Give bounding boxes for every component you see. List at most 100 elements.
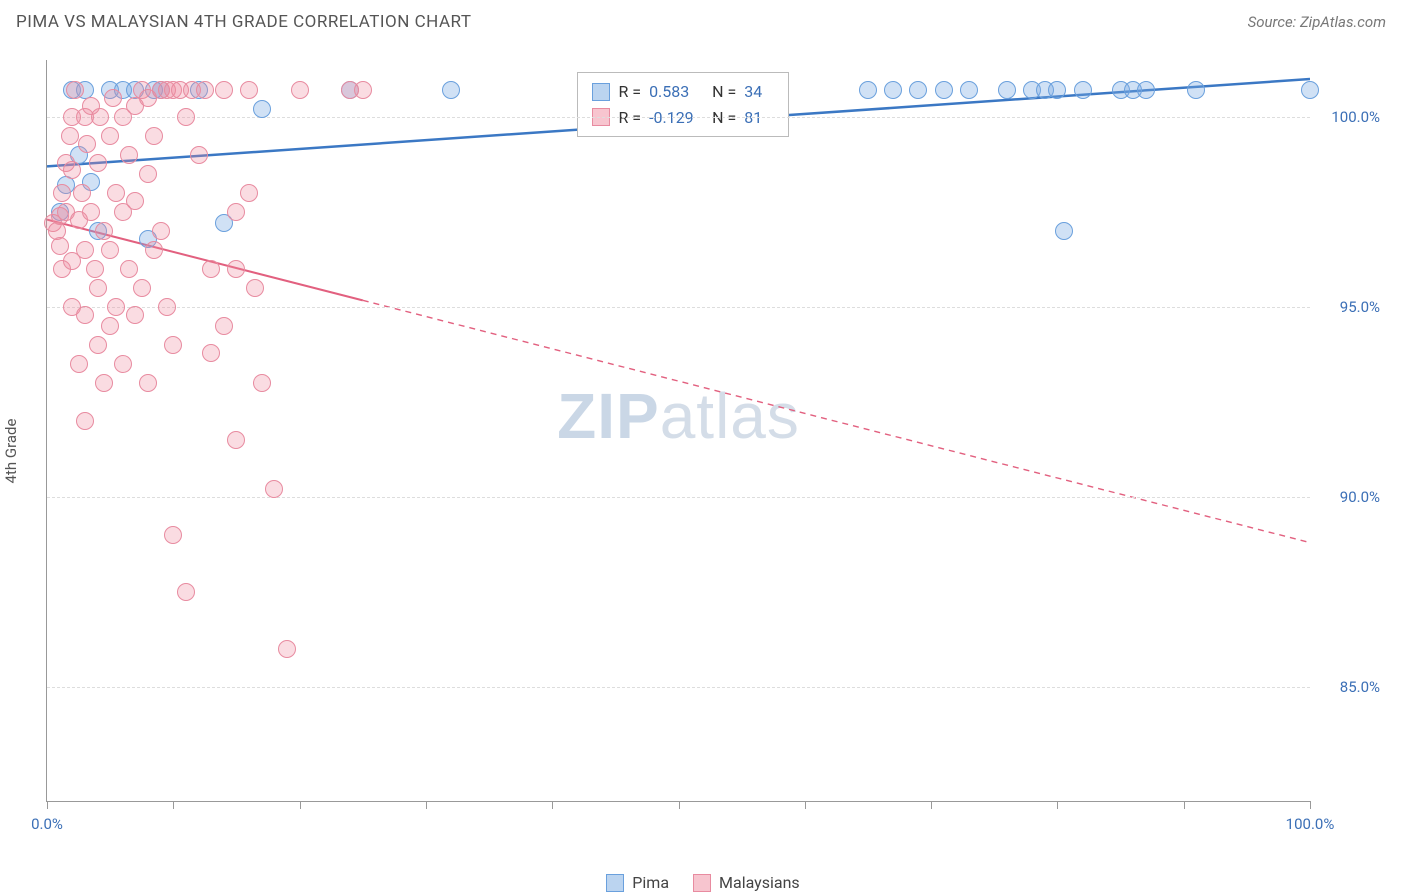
data-point [107,298,125,316]
data-point [227,203,245,221]
data-point [1074,81,1092,99]
data-point [101,241,119,259]
data-point [177,583,195,601]
data-point [215,81,233,99]
data-point [240,81,258,99]
data-point [76,306,94,324]
data-point [1055,222,1073,240]
watermark: ZIPatlas [557,379,800,453]
plot-area: ZIPatlas R = 0.583 N = 34 R = -0.129 N =… [46,60,1310,802]
legend-swatch-pink [693,874,711,892]
data-point [227,260,245,278]
data-point [61,127,79,145]
data-point [935,81,953,99]
data-point [73,184,91,202]
legend-item-pima: Pima [606,873,669,892]
data-point [78,135,96,153]
xtick [1184,801,1185,809]
data-point [95,374,113,392]
chart-container: 4th Grade ZIPatlas R = 0.583 N = 34 R = … [16,50,1390,852]
data-point [63,161,81,179]
data-point [139,165,157,183]
data-point [227,431,245,449]
data-point [51,237,69,255]
data-point [960,81,978,99]
data-point [126,306,144,324]
data-point [884,81,902,99]
data-point [133,279,151,297]
gridline-h [47,307,1310,308]
data-point [1137,81,1155,99]
data-point [152,222,170,240]
data-point [158,298,176,316]
data-point [76,241,94,259]
data-point [76,412,94,430]
data-point [1301,81,1319,99]
data-point [859,81,877,99]
data-point [164,526,182,544]
data-point [145,127,163,145]
xtick [552,801,553,809]
data-point [91,108,109,126]
ytick-label: 100.0% [1320,108,1380,126]
gridline-h [47,117,1310,118]
data-point [86,260,104,278]
chart-title: PIMA VS MALAYSIAN 4TH GRADE CORRELATION … [16,12,472,32]
data-point [89,154,107,172]
data-point [114,355,132,373]
xtick [300,801,301,809]
data-point [89,336,107,354]
stats-row-pima: R = 0.583 N = 34 [592,79,774,105]
data-point [265,480,283,498]
data-point [53,184,71,202]
data-point [101,127,119,145]
data-point [442,81,460,99]
xtick [173,801,174,809]
data-point [66,81,84,99]
gridline-h [47,497,1310,498]
pima-n-value: 34 [744,79,774,105]
xtick [47,801,48,809]
data-point [95,222,113,240]
data-point [291,81,309,99]
xtick [679,801,680,809]
data-point [1187,81,1205,99]
legend-item-malaysians: Malaysians [693,873,800,892]
bottom-legend: Pima Malaysians [16,873,1390,892]
data-point [120,260,138,278]
data-point [278,640,296,658]
data-point [246,279,264,297]
xtick [805,801,806,809]
data-point [998,81,1016,99]
xtick-label: 100.0% [1286,815,1335,833]
data-point [196,81,214,99]
data-point [70,355,88,373]
data-point [120,146,138,164]
data-point [101,317,119,335]
pima-r-value: 0.583 [649,79,704,105]
data-point [909,81,927,99]
data-point [126,192,144,210]
correlation-stats-box: R = 0.583 N = 34 R = -0.129 N = 81 [577,72,789,137]
data-point [253,374,271,392]
xtick [1310,801,1311,809]
data-point [177,108,195,126]
xtick [426,801,427,809]
data-point [139,374,157,392]
ytick-label: 95.0% [1320,298,1380,316]
xtick [1057,801,1058,809]
data-point [89,279,107,297]
xtick [931,801,932,809]
data-point [1048,81,1066,99]
ytick-label: 85.0% [1320,678,1380,696]
swatch-blue [592,83,610,101]
data-point [107,184,125,202]
ytick-label: 90.0% [1320,488,1380,506]
data-point [82,203,100,221]
data-point [145,241,163,259]
legend-swatch-blue [606,874,624,892]
data-point [164,336,182,354]
data-point [354,81,372,99]
data-point [202,344,220,362]
data-point [215,317,233,335]
